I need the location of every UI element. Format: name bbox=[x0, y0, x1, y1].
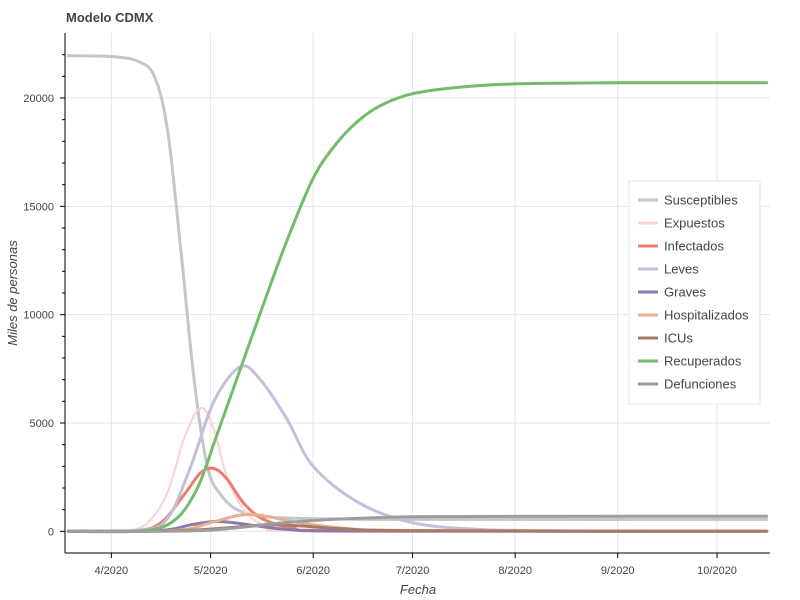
legend-label-leves: Leves bbox=[664, 262, 699, 277]
x-axis-label: Fecha bbox=[400, 582, 436, 597]
legend-label-hospitalizados: Hospitalizados bbox=[664, 308, 749, 323]
legend-label-expuestos: Expuestos bbox=[664, 216, 725, 231]
series-line-expuestos bbox=[67, 406, 768, 533]
legend-label-recuperados: Recuperados bbox=[664, 354, 742, 369]
chart-title: Modelo CDMX bbox=[66, 10, 154, 25]
y-tick-label: 0 bbox=[48, 526, 54, 538]
ticks: 4/2020 5/2020 6/2020 7/2020 8/2020 9/2020 10/2… bbox=[23, 54, 737, 577]
series-lines bbox=[66, 54, 769, 534]
x-tick-label: 10/2020 bbox=[697, 565, 737, 577]
legend-label-icus: ICUs bbox=[664, 331, 693, 346]
series-line-recuperados bbox=[66, 81, 769, 534]
legend-label-susceptibles: Susceptibles bbox=[664, 193, 738, 208]
series-line-susceptibles bbox=[66, 54, 769, 521]
legend-label-infectados: Infectados bbox=[664, 239, 724, 254]
y-tick-label: 20000 bbox=[23, 93, 54, 105]
legend-label-graves: Graves bbox=[664, 285, 706, 300]
x-tick-label: 9/2020 bbox=[601, 565, 635, 577]
x-tick-label: 6/2020 bbox=[296, 565, 330, 577]
series-line-defunciones bbox=[66, 514, 769, 533]
x-tick-label: 7/2020 bbox=[396, 565, 430, 577]
y-tick-label: 5000 bbox=[30, 418, 54, 430]
legend-label-defunciones: Defunciones bbox=[664, 377, 737, 392]
y-tick-label: 10000 bbox=[23, 310, 54, 322]
y-axis-label: Miles de personas bbox=[5, 240, 20, 346]
x-tick-label: 4/2020 bbox=[95, 565, 129, 577]
x-tick-label: 8/2020 bbox=[498, 565, 532, 577]
y-tick-label: 15000 bbox=[23, 201, 54, 213]
legend: Susceptibles Expuestos Infectados Leves Grav… bbox=[628, 180, 761, 405]
x-tick-label: 5/2020 bbox=[194, 565, 228, 577]
